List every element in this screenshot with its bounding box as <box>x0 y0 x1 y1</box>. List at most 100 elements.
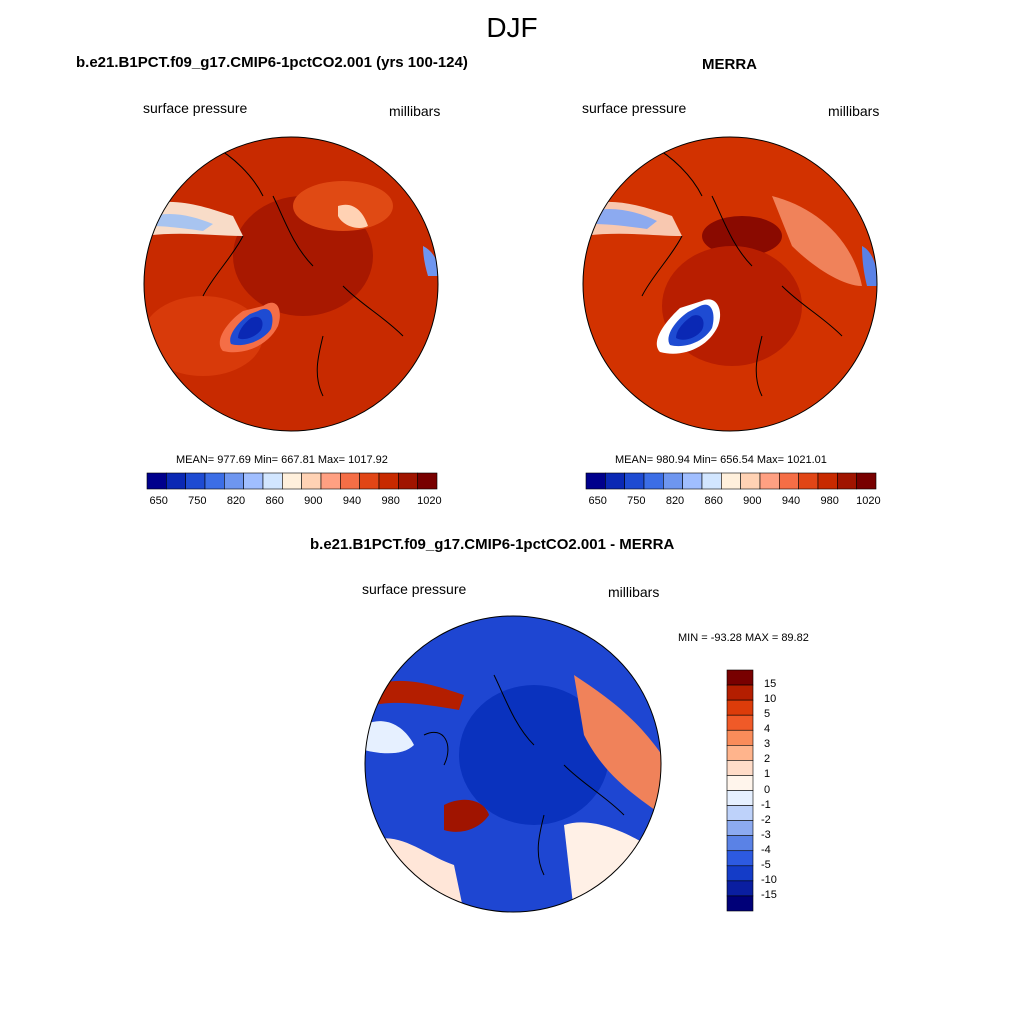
panel1-colorbar-tick-label: 650 <box>149 495 168 507</box>
panel1-stats: MEAN= 977.69 Min= 667.81 Max= 1017.92 <box>176 454 388 466</box>
panel3-siberia-positive <box>574 675 661 815</box>
panel2-colorbar-swatch <box>663 472 683 490</box>
panel3-colorbar-tick-label: 3 <box>764 738 771 751</box>
panel3-colorbar-swatch <box>726 684 754 701</box>
panel2-right-label: millibars <box>828 103 880 119</box>
panel2-colorbar-swatch <box>798 472 819 490</box>
panel1-greenland-core <box>238 316 263 340</box>
panel2-high-terrain <box>772 196 862 286</box>
panel1-colorbar-tick-label: 860 <box>265 495 284 507</box>
panel3-colorbar-tick-label: 15 <box>764 678 777 691</box>
panel1-colorbar-swatch <box>359 472 380 490</box>
panel1-colorbar-tick-label: 750 <box>188 495 207 507</box>
panel1-colorbar-swatch <box>185 472 206 490</box>
panel1-colorbar-swatch <box>166 472 186 490</box>
panel3-colorbar-swatch <box>726 714 754 731</box>
panel2-colorbar-ticks: 650 750 820 860 900 940 980 1020 <box>586 495 880 509</box>
panel3-colorbar-tick-label: -15 <box>761 888 777 901</box>
panel3-colorbar-swatch <box>726 729 754 746</box>
panel3-north-america-weak <box>365 721 414 754</box>
panel3-aleutian-positive <box>394 616 424 640</box>
panel1-polar-map <box>143 136 439 432</box>
panel3-arctic-negative <box>459 685 609 825</box>
panel3-colorbar-tick-label: 0 <box>764 783 771 796</box>
panel3-colorbar-tick-label: -1 <box>761 798 771 811</box>
panel2-stats: MEAN= 980.94 Min= 656.54 Max= 1021.01 <box>615 454 827 466</box>
panel1-colorbar-tick-label: 820 <box>226 495 246 507</box>
panel1-colorbar-swatch <box>398 472 418 490</box>
figure-title: DJF <box>486 12 538 43</box>
panel1-tibet-low <box>153 213 213 231</box>
panel3-colorbar-swatch <box>726 669 754 686</box>
panel3-colorbar-tick-label: 4 <box>764 723 771 736</box>
panel2-map-border <box>582 136 878 432</box>
panel3-colorbar-swatch <box>726 775 754 791</box>
panel2-colorbar-tick-label: 980 <box>820 495 839 507</box>
panel2-colorbar-tick-label: 750 <box>627 495 646 507</box>
panel2-colorbar-swatch <box>779 472 799 490</box>
panel3-colorbar-tick-label: -3 <box>761 828 771 841</box>
panel1-colorbar-swatch <box>282 472 302 490</box>
panel1-high-terrain <box>338 204 368 228</box>
panel2-title: MERRA <box>702 56 757 73</box>
panel1-colorbar-tick-label: 900 <box>304 495 323 507</box>
panel2-colorbar-swatch <box>682 472 703 490</box>
panel2-colorbar-tick-label: 1020 <box>856 495 881 507</box>
panel3-right-label: millibars <box>608 584 660 600</box>
panel1-colorbar-swatch <box>204 472 225 490</box>
panel2-colorbar-swatch <box>643 472 664 490</box>
panel3-colorbar-swatch <box>726 805 754 821</box>
panel3-colorbar-swatch <box>726 790 754 806</box>
panel3-colorbar-swatch <box>726 745 754 761</box>
panel1-colorbar-swatch <box>224 472 244 490</box>
panel1-colorbar-swatch <box>320 472 341 490</box>
panel1-right-label: millibars <box>389 103 441 119</box>
panel2-colorbar-swatch <box>740 472 761 490</box>
panel1-colorbar-swatch <box>146 472 167 490</box>
panel1-left-label: surface pressure <box>143 100 248 116</box>
panel1-colorbar-swatch <box>301 472 322 490</box>
panel2-greenland-core <box>676 315 704 340</box>
panel3-colorbar-swatch <box>726 850 754 867</box>
panel3-colorbar-swatch <box>726 865 754 882</box>
panel1-colorbar-tick-label: 940 <box>342 495 362 507</box>
panel1-colorbar-tick-label: 980 <box>381 495 400 507</box>
panel3-colorbar-ticks: 15 10 5 4 3 2 1 0 -1 -2 -3 -4 -5 -10 -15 <box>761 670 801 911</box>
panel3-title: b.e21.B1PCT.f09_g17.CMIP6-1pctCO2.001 - … <box>310 536 675 553</box>
panel3-colorbar-tick-label: 10 <box>764 693 777 706</box>
panel2-left-label: surface pressure <box>582 100 687 116</box>
panel1-colorbar-tick-label: 1020 <box>417 495 442 507</box>
panel1-region-canada <box>144 296 263 376</box>
panel1-map-border <box>143 136 439 432</box>
panel3-colorbar-tick-label: -4 <box>761 843 771 856</box>
panel2-colorbar-swatch <box>585 472 606 490</box>
panel3-colorbar-swatch <box>726 835 754 852</box>
panel3-colorbar-swatch <box>726 820 754 836</box>
panel2-colorbar-swatch <box>837 472 857 490</box>
panel2-polar-high <box>702 216 782 256</box>
panel2-colorbar-swatch <box>759 472 780 490</box>
panel2-colorbar-swatch <box>605 472 625 490</box>
panel1-colorbar-ticks: 650 750 820 860 900 940 980 1020 <box>147 495 441 509</box>
panel2-colorbar-swatch <box>624 472 645 490</box>
panel2-colorbar-tick-label: 820 <box>665 495 685 507</box>
panel3-himalaya-positive <box>374 680 464 710</box>
panel2-colorbar-tick-label: 860 <box>704 495 723 507</box>
panel3-colorbar-tick-label: 2 <box>764 753 771 766</box>
panel2-colorbar <box>585 472 877 490</box>
panel1-colorbar-swatch <box>262 472 283 490</box>
panel1-colorbar-swatch <box>340 472 360 490</box>
panel1-colorbar-swatch <box>378 472 399 490</box>
panel2-colorbar-tick-label: 650 <box>588 495 607 507</box>
panel2-colorbar-swatch <box>856 472 877 490</box>
panel3-colorbar-tick-label: 1 <box>764 768 771 781</box>
panel2-colorbar-swatch <box>721 472 741 490</box>
panel2-coastlines <box>641 145 843 397</box>
panel3-left-label: surface pressure <box>362 581 467 597</box>
panel3-colorbar-swatch <box>726 880 754 897</box>
panel2-colorbar-tick-label: 940 <box>781 495 801 507</box>
panel3-europe-positive <box>564 822 661 912</box>
panel1-title: b.e21.B1PCT.f09_g17.CMIP6-1pctCO2.001 (y… <box>76 54 468 71</box>
panel3-stats: MIN = -93.28 MAX = 89.82 <box>678 632 809 644</box>
panel3-colorbar-swatch <box>726 699 754 716</box>
